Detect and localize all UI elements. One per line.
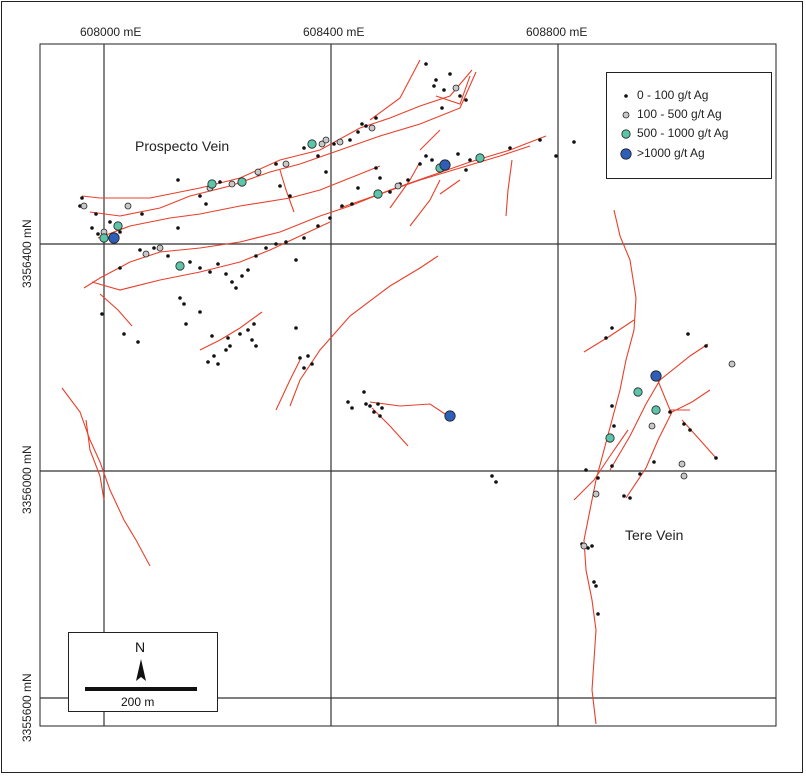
legend-label: 100 - 500 g/t Ag — [637, 107, 722, 121]
legend-label: 0 - 100 g/t Ag — [637, 88, 709, 102]
legend-label: 500 - 1000 g/t Ag — [637, 126, 729, 140]
prospecto-vein-label: Prospecto Vein — [135, 138, 230, 154]
north-label: N — [135, 639, 146, 655]
easting-label: 608000 mE — [80, 25, 142, 39]
vein-trace — [83, 135, 547, 289]
vein-trace — [369, 401, 449, 417]
easting-label: 608800 mE — [526, 25, 588, 39]
vein-trace — [97, 165, 381, 239]
vein-trace — [609, 343, 709, 471]
scale-label: 200 m — [121, 695, 155, 709]
vein-trace — [85, 419, 105, 501]
vein-trace — [573, 479, 595, 501]
teal-circle-icon — [621, 129, 631, 139]
vein-trace — [681, 419, 717, 459]
northing-label: 3356400 mN — [20, 219, 34, 288]
vein-trace — [289, 255, 439, 407]
legend-item: >1000 g/t Ag — [607, 145, 771, 163]
grey-circle-icon — [622, 111, 630, 119]
vein-trace — [91, 221, 331, 291]
scale-bar — [85, 687, 197, 691]
samples-500-1000 — [99, 139, 661, 443]
legend-item: 0 - 100 g/t Ag — [607, 87, 771, 105]
vein-trace — [279, 169, 295, 213]
vein-trace — [389, 161, 421, 209]
vein-trace — [371, 407, 409, 447]
scale-box: N 200 m — [68, 632, 218, 712]
north-arrow-icon — [136, 659, 146, 681]
vein-trace — [435, 75, 471, 105]
legend-item: 500 - 1000 g/t Ag — [607, 125, 771, 143]
small-black-dot-icon — [624, 94, 628, 98]
map-legend: 0 - 100 g/t Ag 100 - 500 g/t Ag 500 - 10… — [606, 72, 772, 179]
northing-label: 3355600 mN — [20, 673, 34, 742]
samples-0-100 — [78, 62, 718, 616]
vein-trace — [419, 129, 441, 151]
vein-trace — [89, 71, 477, 217]
map-neatline — [39, 43, 777, 727]
vein-trace — [593, 429, 629, 481]
vein-trace — [625, 389, 711, 499]
vein-trace — [81, 69, 473, 199]
blue-circle-icon — [620, 148, 632, 160]
vein-trace — [99, 293, 133, 327]
easting-label: 608400 mE — [303, 25, 365, 39]
vein-traces — [61, 59, 717, 725]
legend-item: 100 - 500 g/t Ag — [607, 106, 771, 124]
tere-vein-label: Tere Vein — [625, 527, 684, 543]
vein-trace — [583, 319, 635, 353]
vein-trace — [409, 179, 441, 227]
vein-trace — [275, 359, 301, 411]
vein-trace — [439, 179, 461, 195]
vein-trace — [199, 311, 263, 351]
legend-label: >1000 g/t Ag — [637, 146, 705, 160]
vein-trace — [655, 375, 690, 411]
vein-trace — [505, 159, 513, 217]
samples-over-1000 — [108, 159, 662, 422]
northing-label: 3356000 mN — [20, 445, 34, 514]
vein-trace — [583, 209, 637, 725]
vein-trace — [339, 145, 531, 209]
coordinate-grid — [40, 44, 776, 726]
vein-trace — [369, 59, 421, 121]
vein-trace — [61, 387, 151, 567]
